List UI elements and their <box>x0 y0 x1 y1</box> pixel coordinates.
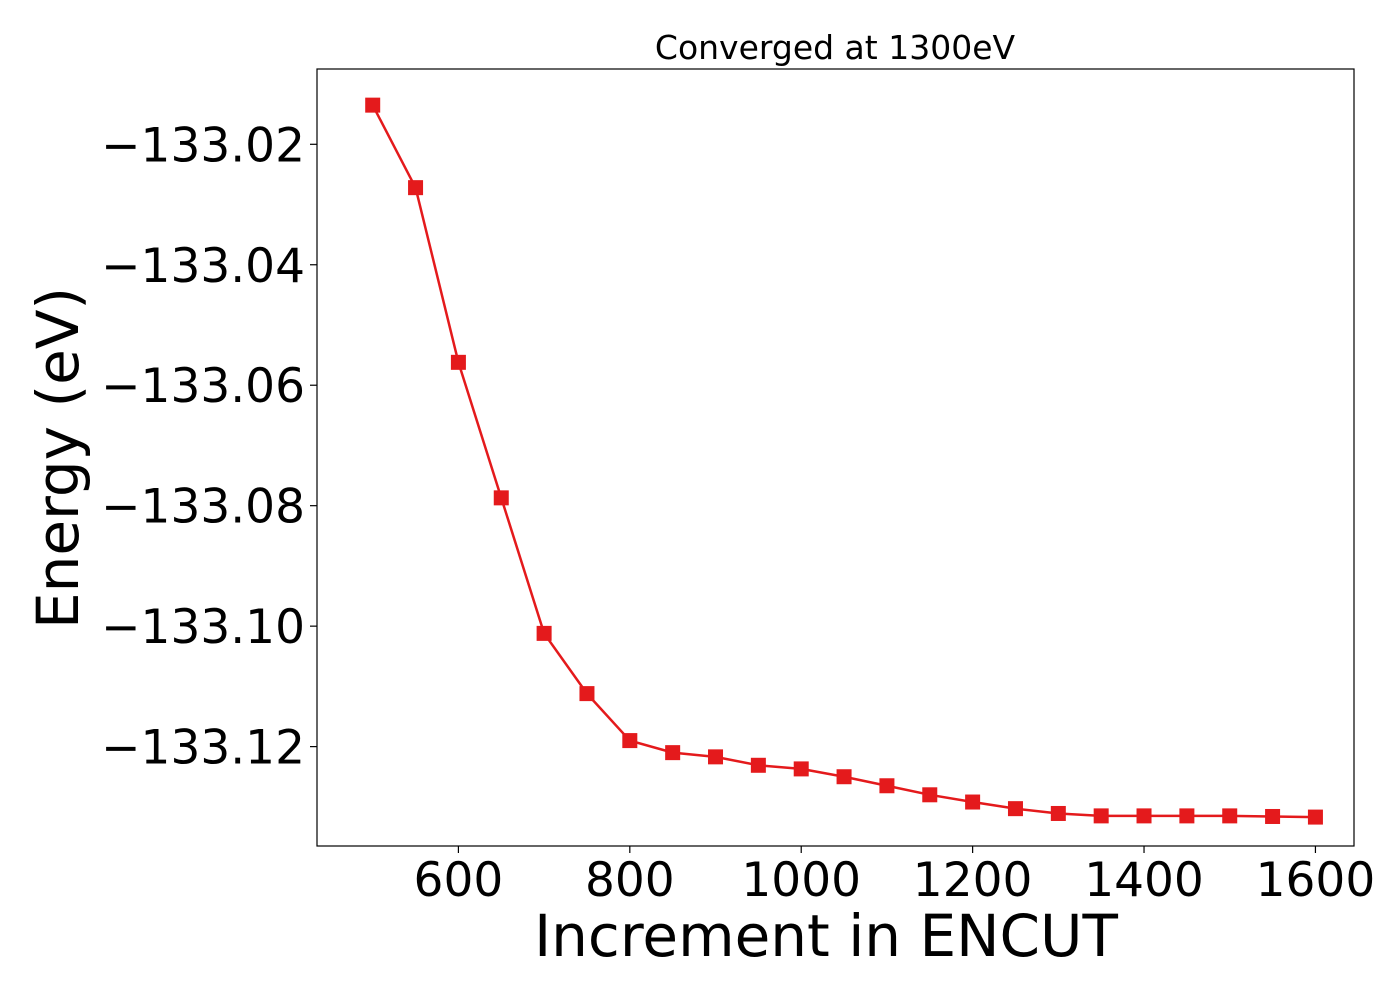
data-point-marker <box>836 769 852 785</box>
y-tick-label: −133.06 <box>101 359 305 414</box>
x-axis-label: Increment in ENCUT <box>534 902 1118 970</box>
data-point-marker <box>408 180 424 196</box>
data-point-marker <box>1093 808 1109 824</box>
y-tick-label: −133.12 <box>101 721 305 776</box>
data-point-marker <box>1007 801 1023 817</box>
x-tick-label: 1400 <box>1084 853 1204 908</box>
data-point-marker <box>922 787 938 803</box>
data-point-marker <box>493 490 509 506</box>
data-point-marker <box>1307 809 1323 825</box>
chart-title: Converged at 1300eV <box>655 28 1016 67</box>
data-point-marker <box>879 778 895 794</box>
x-tick-label: 1000 <box>741 853 861 908</box>
data-point-marker <box>1050 805 1066 821</box>
plot-area <box>365 97 1323 825</box>
x-tick-label: 1600 <box>1256 853 1376 908</box>
data-point-marker <box>622 733 638 749</box>
data-point-marker <box>793 761 809 777</box>
data-point-marker <box>365 97 381 113</box>
y-tick-label: −133.08 <box>101 480 305 535</box>
data-point-marker <box>579 686 595 702</box>
y-axis: −133.02 −133.04 −133.06 −133.08 −133.10 −133.… <box>101 118 317 776</box>
y-tick-label: −133.10 <box>101 600 305 655</box>
y-tick-label: −133.02 <box>101 118 305 173</box>
data-point-marker <box>1265 808 1281 824</box>
x-tick-label: 800 <box>585 853 675 908</box>
x-axis: 600 800 1000 1200 1400 1600 <box>414 846 1376 908</box>
data-point-marker <box>1136 808 1152 824</box>
y-tick-label: −133.04 <box>101 239 305 294</box>
data-point-marker <box>1222 808 1238 824</box>
data-point-marker <box>708 749 724 765</box>
plot-frame <box>316 68 1355 847</box>
data-point-marker <box>750 757 766 773</box>
data-point-marker <box>1179 808 1195 824</box>
data-point-marker <box>965 794 981 810</box>
data-point-marker <box>536 625 552 641</box>
data-point-marker <box>450 354 466 370</box>
y-axis-label: Energy (eV) <box>24 287 92 629</box>
x-tick-label: 600 <box>414 853 504 908</box>
data-point-marker <box>665 745 681 761</box>
x-tick-label: 1200 <box>913 853 1033 908</box>
